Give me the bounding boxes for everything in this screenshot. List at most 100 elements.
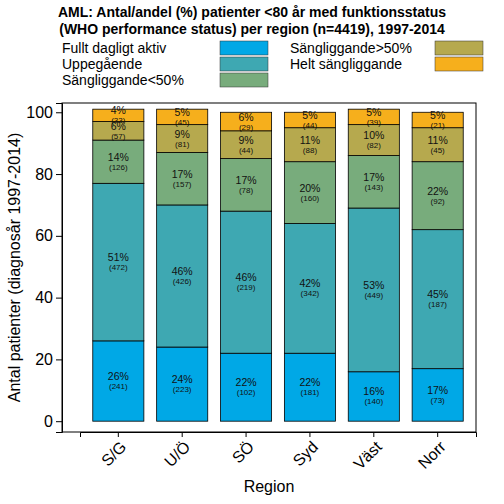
y-tick: 0 [44, 413, 62, 430]
data-label: 22% [299, 376, 320, 388]
legend: Fullt dagligt aktivUppegåendeSängliggand… [62, 40, 483, 88]
count-label: (143) [364, 183, 383, 192]
x-tick-label: S/G [98, 438, 130, 470]
x-tick-mark [182, 432, 183, 437]
data-label: 9% [175, 128, 190, 140]
data-label: 14% [108, 151, 129, 163]
bars [93, 109, 463, 421]
x-tick: Syd [290, 432, 322, 469]
bar-segment [412, 128, 463, 162]
bar-segment [93, 183, 144, 341]
x-axis-line [81, 433, 477, 438]
bar-segment [348, 125, 399, 156]
y-tick-label: 40 [35, 289, 53, 306]
y-tick-mark [56, 421, 62, 422]
data-label: 20% [299, 182, 320, 194]
bar-segment [412, 162, 463, 230]
count-label: (102) [237, 388, 256, 397]
data-label: 17% [172, 168, 193, 180]
x-tick-mark [309, 432, 310, 437]
bar-segment [284, 162, 335, 224]
x-tick: Norr [415, 432, 449, 472]
count-label: (181) [301, 388, 320, 397]
count-label: (21) [431, 121, 446, 130]
bar-segment [93, 140, 144, 183]
data-label: 17% [363, 171, 384, 183]
count-label: (44) [239, 146, 254, 155]
x-axis: S/G U/Ö SÖ Syd Väst Norr [81, 432, 477, 473]
data-label: 9% [238, 134, 253, 146]
count-label: (57) [111, 132, 126, 141]
legend-swatch [435, 41, 483, 55]
data-label: 11% [428, 134, 448, 146]
legend-swatch [220, 41, 268, 55]
data-label: 26% [108, 370, 129, 382]
data-label: 11% [300, 134, 320, 146]
x-tick: Väst [350, 432, 385, 473]
y-tick: 20 [35, 351, 62, 368]
y-tick-mark [56, 236, 62, 237]
count-label: (126) [109, 163, 128, 172]
count-label: (92) [431, 197, 446, 206]
count-label: (241) [109, 382, 128, 391]
x-tick: SÖ [229, 432, 257, 466]
legend-label: Sängliggande<50% [62, 72, 184, 88]
count-label: (45) [175, 118, 190, 127]
y-tick-mark [56, 359, 62, 360]
data-label: 5% [175, 106, 190, 118]
x-tick: S/G [98, 432, 130, 469]
legend-label: Uppegående [62, 56, 142, 72]
data-label: 45% [427, 288, 448, 300]
count-label: (160) [301, 194, 320, 203]
y-tick-label: 20 [35, 351, 53, 368]
y-tick-label: 0 [44, 413, 53, 430]
x-tick: U/Ö [161, 432, 193, 470]
legend-swatch [220, 73, 268, 87]
y-tick-mark [56, 298, 62, 299]
count-label: (88) [303, 146, 318, 155]
y-axis-title: Antal patienter (diagnosår 1997-2014) [6, 133, 23, 403]
y-tick: 80 [35, 166, 62, 183]
y-tick-mark [56, 174, 62, 175]
count-label: (44) [303, 121, 318, 130]
count-label: (342) [301, 289, 320, 298]
bar-segment [157, 205, 208, 347]
bar-segment [348, 156, 399, 209]
x-tick-mark [246, 432, 247, 437]
x-tick-label: Väst [350, 438, 385, 473]
x-axis-title: Region [244, 478, 295, 495]
bar-segment [412, 230, 463, 369]
bar-segment [157, 347, 208, 421]
count-label: (81) [175, 140, 190, 149]
data-labels: 26%(241)24%(223)22%(102)22%(181)16%(140)… [108, 104, 448, 406]
y-tick: 40 [35, 289, 62, 306]
plot-frame [62, 103, 476, 432]
data-label: 5% [366, 106, 381, 118]
y-tick-label: 80 [35, 166, 53, 183]
x-tick-mark [373, 432, 374, 437]
data-label: 6% [238, 111, 253, 123]
data-label: 16% [363, 385, 384, 397]
count-label: (33) [111, 116, 126, 125]
y-tick: 100 [26, 104, 62, 121]
count-label: (449) [364, 291, 383, 300]
count-label: (73) [431, 396, 446, 405]
bar-segment [284, 128, 335, 162]
bar-segment [221, 159, 272, 212]
bar-segment [348, 372, 399, 421]
count-label: (39) [367, 118, 382, 127]
count-label: (45) [431, 146, 446, 155]
bar-segment [348, 208, 399, 372]
data-label: 42% [299, 277, 320, 289]
y-tick-mark [56, 112, 62, 113]
count-label: (426) [173, 277, 192, 286]
y-tick-label: 60 [35, 227, 53, 244]
y-tick: 60 [35, 227, 62, 244]
legend-swatch [220, 57, 268, 71]
legend-label: Fullt dagligt aktiv [62, 40, 166, 56]
count-label: (29) [239, 123, 254, 132]
bar-segment [221, 211, 272, 353]
y-axis: 0 20 40 60 80 100 [26, 104, 62, 433]
data-label: 5% [430, 109, 445, 121]
data-label: 51% [108, 251, 129, 263]
